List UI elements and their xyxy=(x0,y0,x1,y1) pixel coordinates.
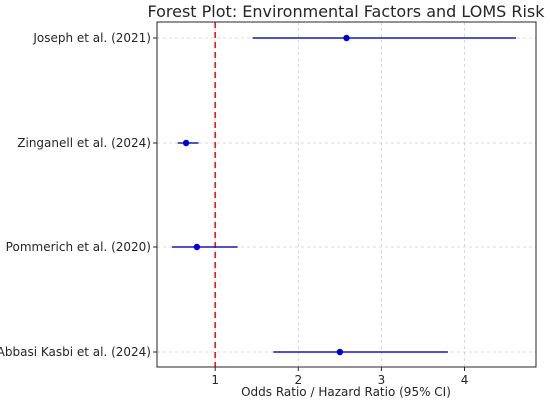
x-tick-label: 2 xyxy=(294,373,302,387)
y-tick-layer: Joseph et al. (2021) Zinganell et al. (20… xyxy=(0,31,157,359)
chart-title: Forest Plot: Environmental Factors and L… xyxy=(147,2,545,21)
point-estimate-marker xyxy=(336,348,344,356)
point-estimate-marker xyxy=(343,34,350,42)
x-tick-layer: 1 2 3 4 xyxy=(211,367,468,387)
x-tick-label: 1 xyxy=(211,373,219,387)
x-tick-label: 3 xyxy=(378,373,386,387)
study-label: Abbasi Kasbi et al. (2024) xyxy=(0,345,151,359)
x-axis-label: Odds Ratio / Hazard Ratio (95% CI) xyxy=(241,385,451,399)
study-label: Pommerich et al. (2020) xyxy=(6,240,151,254)
plot-frame xyxy=(156,21,537,368)
point-estimate-marker xyxy=(182,139,190,147)
grid-layer xyxy=(157,22,536,367)
confidence-interval-layer xyxy=(171,37,517,353)
x-tick-label: 4 xyxy=(461,373,469,387)
point-estimate-marker xyxy=(193,243,201,251)
study-label: Joseph et al. (2021) xyxy=(32,31,151,45)
study-label: Zinganell et al. (2024) xyxy=(17,136,151,150)
estimate-marker-layer xyxy=(182,34,350,356)
